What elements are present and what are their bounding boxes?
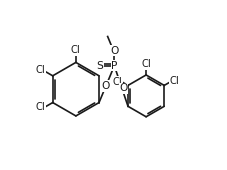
Text: Cl: Cl	[36, 65, 45, 75]
Text: Cl: Cl	[170, 76, 180, 86]
Text: Cl: Cl	[141, 59, 151, 69]
Text: S: S	[97, 61, 104, 71]
Text: P: P	[111, 61, 118, 71]
Text: O: O	[119, 83, 128, 93]
Text: Cl: Cl	[71, 45, 81, 55]
Text: Cl: Cl	[113, 77, 123, 87]
Text: Cl: Cl	[36, 102, 45, 112]
Text: O: O	[102, 81, 110, 91]
Text: O: O	[110, 46, 118, 56]
